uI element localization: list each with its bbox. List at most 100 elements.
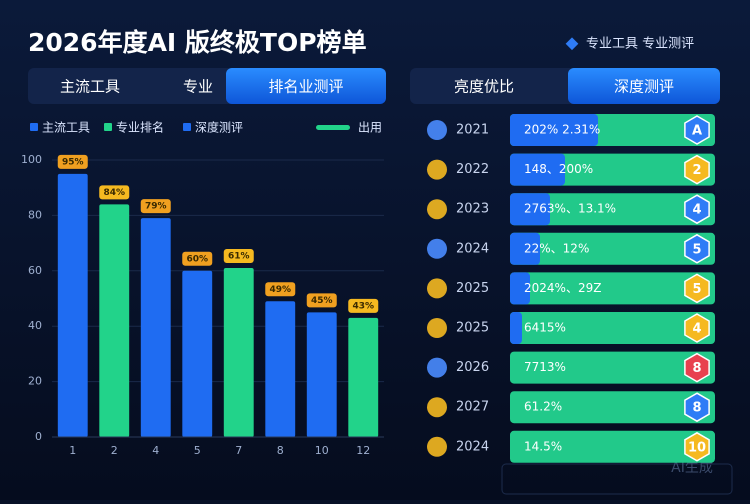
rank-badge <box>684 352 710 383</box>
y-tick-label: 20 <box>28 375 42 388</box>
row-icon <box>427 357 447 378</box>
year: 2025 <box>456 281 489 296</box>
value-label: 84% <box>103 188 125 198</box>
y-tick-label: 80 <box>28 208 42 221</box>
x-tick-label: 8 <box>277 444 284 457</box>
rank: A <box>692 124 702 139</box>
tab[interactable]: 深度测评 <box>614 78 674 96</box>
x-tick-label: 7 <box>235 444 242 457</box>
year: 2021 <box>456 123 489 138</box>
bar <box>182 270 213 437</box>
active-tab-bg <box>568 68 720 104</box>
rank-badge <box>684 233 710 264</box>
value-badge <box>57 154 88 169</box>
row-text: 202% 2.31% <box>524 123 600 137</box>
tab[interactable]: 排名业测评 <box>268 78 343 96</box>
year: 2024 <box>456 439 489 454</box>
row-bar <box>510 351 715 384</box>
legend-swatch <box>30 123 38 131</box>
bar <box>306 312 337 437</box>
row-text: 7713% <box>524 360 566 374</box>
value-label: 45% <box>311 296 333 306</box>
rank-badge <box>684 115 710 145</box>
row-text: 61.2% <box>524 400 562 414</box>
rank-badge <box>684 273 710 304</box>
rank: 8 <box>692 401 701 416</box>
y-tick-label: 40 <box>28 319 42 332</box>
rank: 8 <box>692 361 701 376</box>
row-bar-blue <box>510 232 540 265</box>
tab[interactable]: 主流工具 <box>60 78 120 96</box>
rank-badge <box>684 313 710 343</box>
x-tick-label: 5 <box>194 444 201 457</box>
y-tick-label: 0 <box>35 430 42 443</box>
x-tick-label: 10 <box>315 444 329 457</box>
year: 2024 <box>456 241 489 256</box>
year: 2025 <box>456 321 489 336</box>
row-bar-blue <box>510 193 550 226</box>
row-text: 14.5% <box>524 439 562 453</box>
value-label: 61% <box>228 252 250 262</box>
row-icon <box>427 238 447 259</box>
row-icon <box>427 120 447 140</box>
y-tick-label: 100 <box>21 153 42 166</box>
rank-badge <box>684 392 710 423</box>
row-text: 2763%、13.1% <box>524 202 616 216</box>
row-icon <box>427 397 447 418</box>
title: 2026年度AI 版终极TOP榜单 <box>28 28 367 57</box>
year: 2026 <box>456 360 489 375</box>
value-label: 49% <box>269 285 291 295</box>
rank: 4 <box>692 203 701 218</box>
legend-label: 专业排名 <box>116 120 164 135</box>
value-badge <box>140 199 171 214</box>
legend-swatch <box>104 123 112 131</box>
x-tick-label: 1 <box>69 444 76 457</box>
row-bar <box>510 232 715 265</box>
value-label: 43% <box>352 301 374 311</box>
watermark: AI生成 <box>671 460 713 476</box>
legend-label: 出用 <box>358 121 382 135</box>
rank: 5 <box>692 282 701 297</box>
row-text: 2024%、29Z <box>524 281 601 295</box>
tagline: 专业工具 专业测评 <box>586 37 694 52</box>
row-bar <box>510 391 715 424</box>
row-bar-blue <box>510 153 565 186</box>
y-tick-label: 60 <box>28 264 42 277</box>
legend-label: 深度测评 <box>195 120 243 135</box>
rank-badge <box>684 194 710 225</box>
row-icon <box>427 159 447 180</box>
row-bar <box>510 272 715 305</box>
bar <box>99 204 130 437</box>
value-label: 95% <box>62 157 84 167</box>
active-tab-bg <box>226 68 386 104</box>
row-bar-blue <box>510 114 598 146</box>
bar <box>223 268 254 437</box>
row-text: 6415% <box>524 321 566 335</box>
row-icon <box>427 278 447 299</box>
x-tick-label: 2 <box>111 444 118 457</box>
row-bar <box>510 193 715 226</box>
bar <box>265 301 296 437</box>
row-text: 22%、12% <box>524 241 589 255</box>
rank-badge <box>684 431 710 462</box>
value-badge <box>306 293 337 308</box>
row-bar-blue <box>510 272 530 305</box>
value-badge <box>223 249 254 264</box>
value-label: 79% <box>145 202 167 212</box>
bar <box>348 317 379 437</box>
value-badge <box>348 298 379 313</box>
bar <box>140 218 171 437</box>
row-bar <box>510 312 715 344</box>
row-bar-blue <box>510 312 522 344</box>
x-tick-label: 4 <box>152 444 159 457</box>
legend-label: 主流工具 <box>42 121 90 135</box>
tab[interactable]: 亮度优比 <box>454 78 514 96</box>
year: 2023 <box>456 202 489 217</box>
year: 2022 <box>456 162 489 177</box>
tab[interactable]: 专业 <box>183 78 213 96</box>
value-badge <box>99 185 130 200</box>
x-tick-label: 12 <box>356 444 370 457</box>
rank: 10 <box>688 440 706 455</box>
